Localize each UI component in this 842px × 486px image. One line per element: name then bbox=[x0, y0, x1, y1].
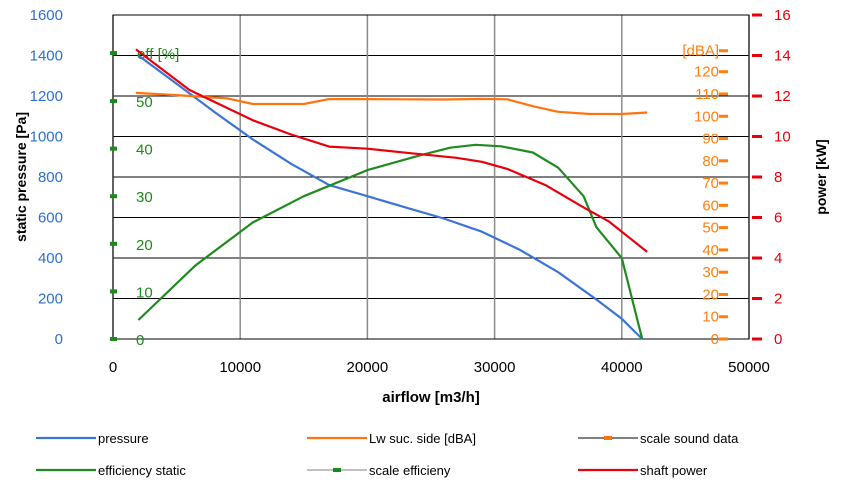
right-tick-label: 10 bbox=[774, 129, 791, 146]
legend-item: pressure bbox=[36, 431, 149, 446]
x-tick-label: 50000 bbox=[728, 359, 770, 376]
sound-scale-label: 110 bbox=[695, 86, 719, 103]
right-tick-label: 6 bbox=[774, 210, 782, 227]
sound-scale-label: 20 bbox=[702, 286, 719, 303]
legend-label: scale efficieny bbox=[369, 463, 451, 478]
right-tick-label: 2 bbox=[774, 291, 782, 308]
efficiency-scale-label: 10 bbox=[136, 284, 153, 301]
legend-label: pressure bbox=[98, 431, 149, 446]
sound-scale-label: 60 bbox=[702, 197, 719, 214]
sound-scale-label: 10 bbox=[702, 309, 719, 326]
efficiency-scale-label: 20 bbox=[136, 237, 153, 254]
left-axis-ticks: 0 200 400 600 800 1000 1200 1400 1600 bbox=[30, 7, 63, 348]
sound-scale-label: 0 bbox=[711, 331, 719, 348]
efficiency-scale-label: 50 bbox=[136, 94, 153, 111]
legend-marker bbox=[604, 436, 612, 440]
sound-scale-label: 50 bbox=[702, 220, 719, 237]
efficiency-scale-label: 0 bbox=[136, 332, 144, 349]
sound-scale: 0 10 20 30 40 50 60 70 80 90 100 110 120 [dBA] bbox=[682, 43, 728, 348]
x-tick-label: 0 bbox=[109, 359, 117, 376]
left-tick-label: 1000 bbox=[30, 129, 63, 146]
plot-border bbox=[112, 14, 750, 340]
legend-marker bbox=[333, 468, 341, 472]
legend: pressure Lw suc. side [dBA] scale sound da… bbox=[36, 431, 739, 478]
legend-label: scale sound data bbox=[640, 431, 739, 446]
data-series bbox=[135, 48, 648, 340]
legend-label: Lw suc. side [dBA] bbox=[369, 431, 476, 446]
legend-label: efficiency static bbox=[98, 463, 186, 478]
right-tick-label: 4 bbox=[774, 250, 782, 267]
sound-scale-label: 100 bbox=[694, 108, 719, 125]
left-tick-label: 1200 bbox=[30, 88, 63, 105]
sound-scale-label: 80 bbox=[702, 153, 719, 170]
right-tick-label: 0 bbox=[774, 331, 782, 348]
right-tick-label: 14 bbox=[774, 48, 791, 65]
sound-scale-label: 90 bbox=[702, 131, 719, 148]
x-axis-title: airflow [m3/h] bbox=[382, 389, 480, 406]
legend-item: scale efficieny bbox=[307, 463, 451, 478]
sound-scale-label: 120 bbox=[694, 64, 719, 81]
legend-item: efficiency static bbox=[36, 463, 186, 478]
legend-item: Lw suc. side [dBA] bbox=[307, 431, 476, 446]
series-line-pressure bbox=[137, 54, 643, 340]
right-axis-title: power [kW] bbox=[813, 139, 829, 214]
right-tick-label: 12 bbox=[774, 88, 791, 105]
legend-label: shaft power bbox=[640, 463, 708, 478]
left-tick-label: 0 bbox=[55, 331, 63, 348]
legend-item: scale sound data bbox=[578, 431, 739, 446]
right-tick-label: 16 bbox=[774, 7, 791, 24]
series-line-efficiency-static bbox=[137, 143, 644, 340]
left-axis-title: static pressure [Pa] bbox=[13, 112, 29, 242]
right-tick-label: 8 bbox=[774, 169, 782, 186]
efficiency-scale-label: 40 bbox=[136, 142, 153, 159]
sound-scale-title: [dBA] bbox=[682, 43, 719, 60]
x-tick-label: 40000 bbox=[601, 359, 643, 376]
series-line-lw-suc-side-dba bbox=[135, 91, 648, 116]
left-tick-label: 400 bbox=[38, 250, 63, 267]
x-tick-label: 30000 bbox=[474, 359, 516, 376]
left-tick-label: 200 bbox=[38, 291, 63, 308]
x-axis-ticks: 0 10000 20000 30000 40000 50000 bbox=[109, 359, 770, 376]
series-line-shaft-power bbox=[135, 48, 648, 253]
left-tick-label: 800 bbox=[38, 169, 63, 186]
sound-scale-label: 70 bbox=[702, 175, 719, 192]
left-tick-label: 1600 bbox=[30, 7, 63, 24]
efficiency-scale-label: 30 bbox=[136, 189, 153, 206]
right-axis-ticks: 0 2 4 6 8 10 12 14 16 bbox=[752, 7, 791, 348]
sound-scale-label: 40 bbox=[702, 242, 719, 259]
x-tick-label: 10000 bbox=[219, 359, 261, 376]
x-tick-label: 20000 bbox=[347, 359, 389, 376]
left-tick-label: 1400 bbox=[30, 48, 63, 65]
gridlines bbox=[112, 14, 750, 340]
sound-scale-label: 30 bbox=[702, 264, 719, 281]
legend-item: shaft power bbox=[578, 463, 708, 478]
left-tick-label: 600 bbox=[38, 210, 63, 227]
